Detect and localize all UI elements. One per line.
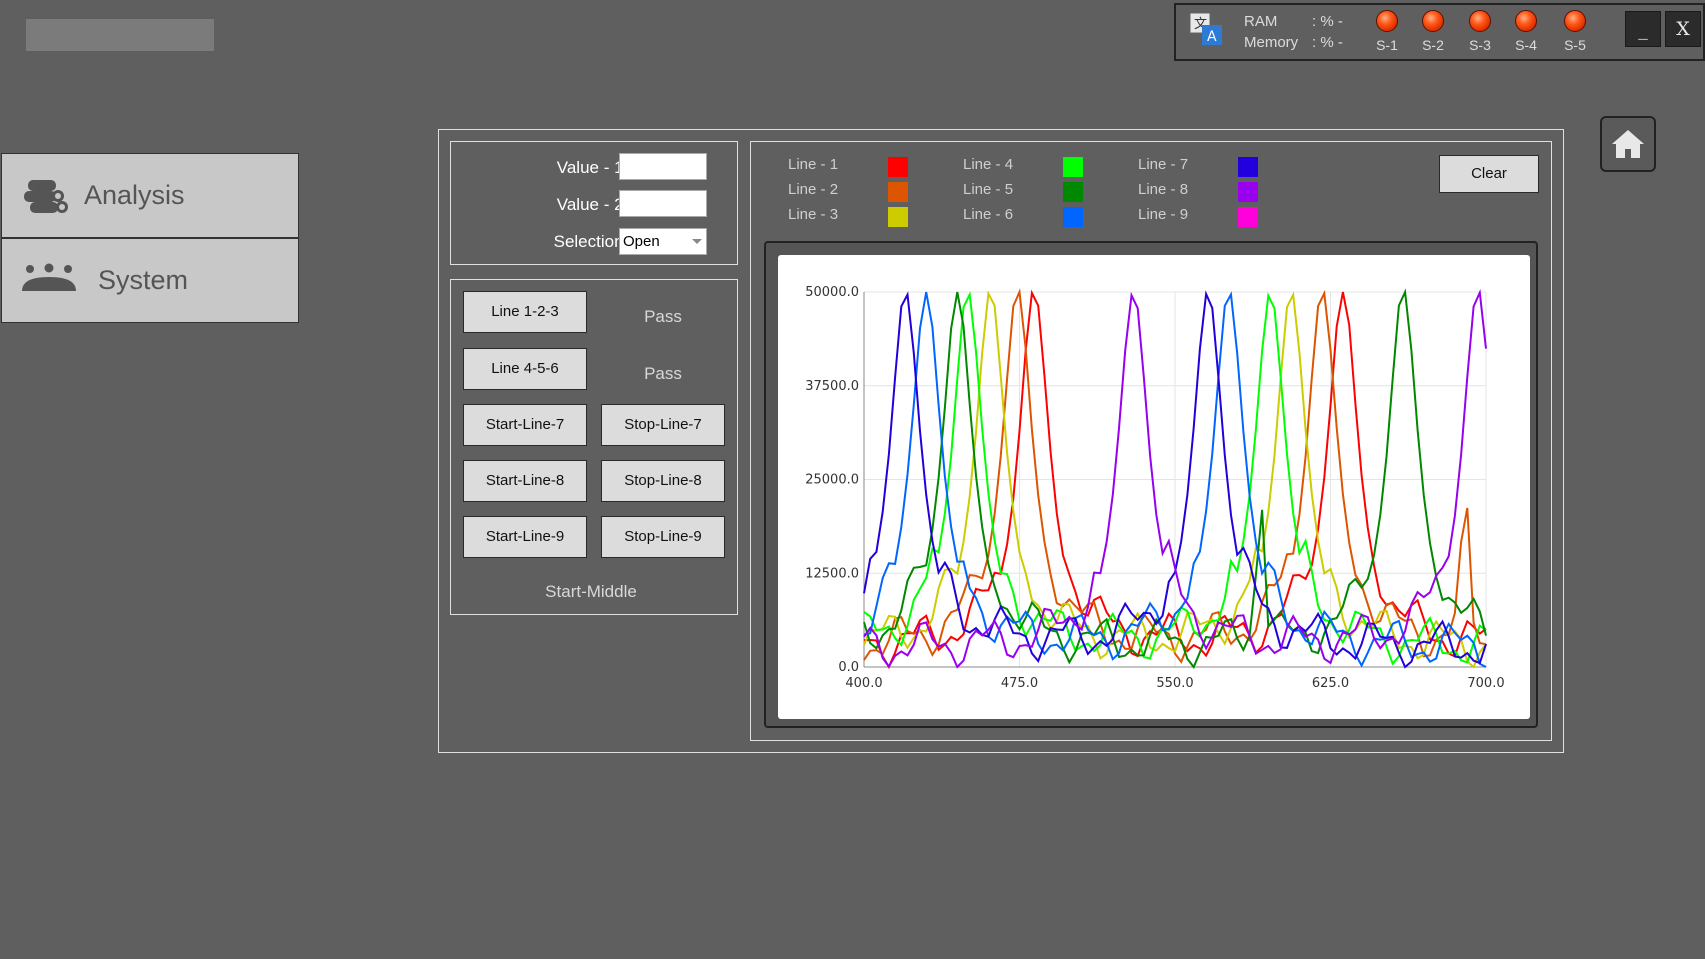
sensor-s1: S-1 [1370, 10, 1404, 53]
legend-swatch [1063, 182, 1083, 202]
sensor-s4: S-4 [1509, 10, 1543, 53]
series-line [863, 291, 1487, 668]
legend-swatch [1063, 207, 1083, 227]
selection-dropdown[interactable]: Open [619, 228, 707, 255]
line-1-2-3-status: Pass [644, 307, 682, 326]
value2-input[interactable] [619, 190, 707, 217]
sidebar-item-analysis[interactable]: Analysis [1, 153, 299, 238]
legend-swatch [1063, 157, 1083, 177]
legend-label: Line - 9 [1138, 206, 1189, 223]
inputs-panel: Value - 1 : Value - 2 : Selection : Open [450, 141, 738, 265]
legend-label: Line - 6 [963, 206, 1014, 223]
legend-label: Line - 4 [963, 156, 1014, 173]
x-tick-label: 475.0 [1001, 676, 1038, 691]
selection-label: Selection : [553, 232, 633, 251]
controls-panel: Line 1-2-3 Pass Line 4-5-6 Pass Start-Li… [450, 279, 738, 615]
translate-icon[interactable]: 文 A [1188, 11, 1224, 47]
ram-label: RAM [1244, 13, 1278, 30]
chart-frame: 0.0 12500.0 25000.0 37500.0 50000.0 400.0 475.… [764, 241, 1538, 728]
value1-input[interactable] [619, 153, 707, 180]
clear-button[interactable]: Clear [1439, 155, 1539, 193]
x-tick-label: 625.0 [1312, 676, 1349, 691]
x-tick-label: 550.0 [1156, 676, 1193, 691]
sensor-s2: S-2 [1416, 10, 1450, 53]
y-tick-label: 12500.0 [805, 566, 859, 581]
legend-swatch [1238, 182, 1258, 202]
chart-panel: Line - 1 Line - 2 Line - 3 Line - 4 Line - 5… [750, 141, 1552, 741]
line-4-5-6-status: Pass [644, 364, 682, 383]
home-button[interactable] [1600, 116, 1656, 172]
sensor-led-icon [1564, 10, 1586, 32]
legend-swatch [888, 157, 908, 177]
status-bar: 文 A RAM : % - Memory : % - S-1 S-2 S-3 S… [1174, 3, 1705, 61]
legend-label: Line - 7 [1138, 156, 1189, 173]
main-panel [438, 129, 1564, 753]
legend-label: Line - 5 [963, 181, 1014, 198]
line-4-5-6-button[interactable]: Line 4-5-6 [463, 348, 587, 390]
line-1-2-3-button[interactable]: Line 1-2-3 [463, 291, 587, 333]
sensor-s5: S-5 [1558, 10, 1592, 53]
legend-label: Line - 8 [1138, 181, 1189, 198]
sidebar-item-label: Analysis [84, 180, 185, 210]
series-line [863, 290, 1487, 669]
start-line-8-button[interactable]: Start-Line-8 [463, 460, 587, 502]
app-title-placeholder [26, 19, 214, 51]
sidebar-item-system[interactable]: System [1, 238, 299, 323]
sensor-led-icon [1515, 10, 1537, 32]
pipes-icon [24, 180, 68, 213]
start-line-7-button[interactable]: Start-Line-7 [463, 404, 587, 446]
legend-swatch [888, 207, 908, 227]
start-line-9-button[interactable]: Start-Line-9 [463, 516, 587, 558]
sensor-led-icon [1469, 10, 1491, 32]
series-line [863, 288, 1487, 669]
legend-label: Line - 1 [788, 156, 839, 173]
y-tick-label: 50000.0 [805, 285, 859, 300]
svg-text:A: A [1207, 29, 1217, 45]
stop-line-8-button[interactable]: Stop-Line-8 [601, 460, 725, 502]
legend-swatch [1238, 157, 1258, 177]
stop-line-9-button[interactable]: Stop-Line-9 [601, 516, 725, 558]
x-tick-label: 400.0 [845, 676, 882, 691]
footer-status: Start-Middle [545, 582, 637, 601]
sensor-led-icon [1422, 10, 1444, 32]
series-line [863, 290, 1487, 666]
line-chart: 0.0 12500.0 25000.0 37500.0 50000.0 400.0 475.… [805, 285, 1504, 691]
y-tick-label: 25000.0 [805, 473, 859, 488]
value2-label: Value - 2 : [556, 195, 633, 214]
sensor-led-icon [1376, 10, 1398, 32]
minimize-button[interactable]: _ [1625, 11, 1661, 47]
memory-value: : % - [1312, 34, 1343, 51]
y-tick-label: 0.0 [838, 660, 859, 675]
value1-label: Value - 1 : [556, 158, 633, 177]
legend-swatch [1238, 207, 1258, 227]
legend-label: Line - 2 [788, 181, 839, 198]
sensor-s3: S-3 [1463, 10, 1497, 53]
sidebar-item-label: System [98, 265, 189, 295]
series-line [863, 288, 1487, 669]
x-tick-label: 700.0 [1467, 676, 1504, 691]
stop-line-7-button[interactable]: Stop-Line-7 [601, 404, 725, 446]
ram-value: : % - [1312, 13, 1343, 30]
legend-label: Line - 3 [788, 206, 839, 223]
close-button[interactable]: X [1665, 11, 1701, 47]
selection-value: Open [623, 233, 660, 250]
chart-area: 0.0 12500.0 25000.0 37500.0 50000.0 400.0 475.… [778, 255, 1530, 719]
legend-swatch [888, 182, 908, 202]
y-tick-label: 37500.0 [805, 379, 859, 394]
memory-label: Memory [1244, 34, 1299, 51]
home-icon [1612, 130, 1644, 158]
series-line [863, 290, 1487, 669]
chevron-down-icon [692, 239, 702, 244]
people-icon [22, 263, 76, 291]
